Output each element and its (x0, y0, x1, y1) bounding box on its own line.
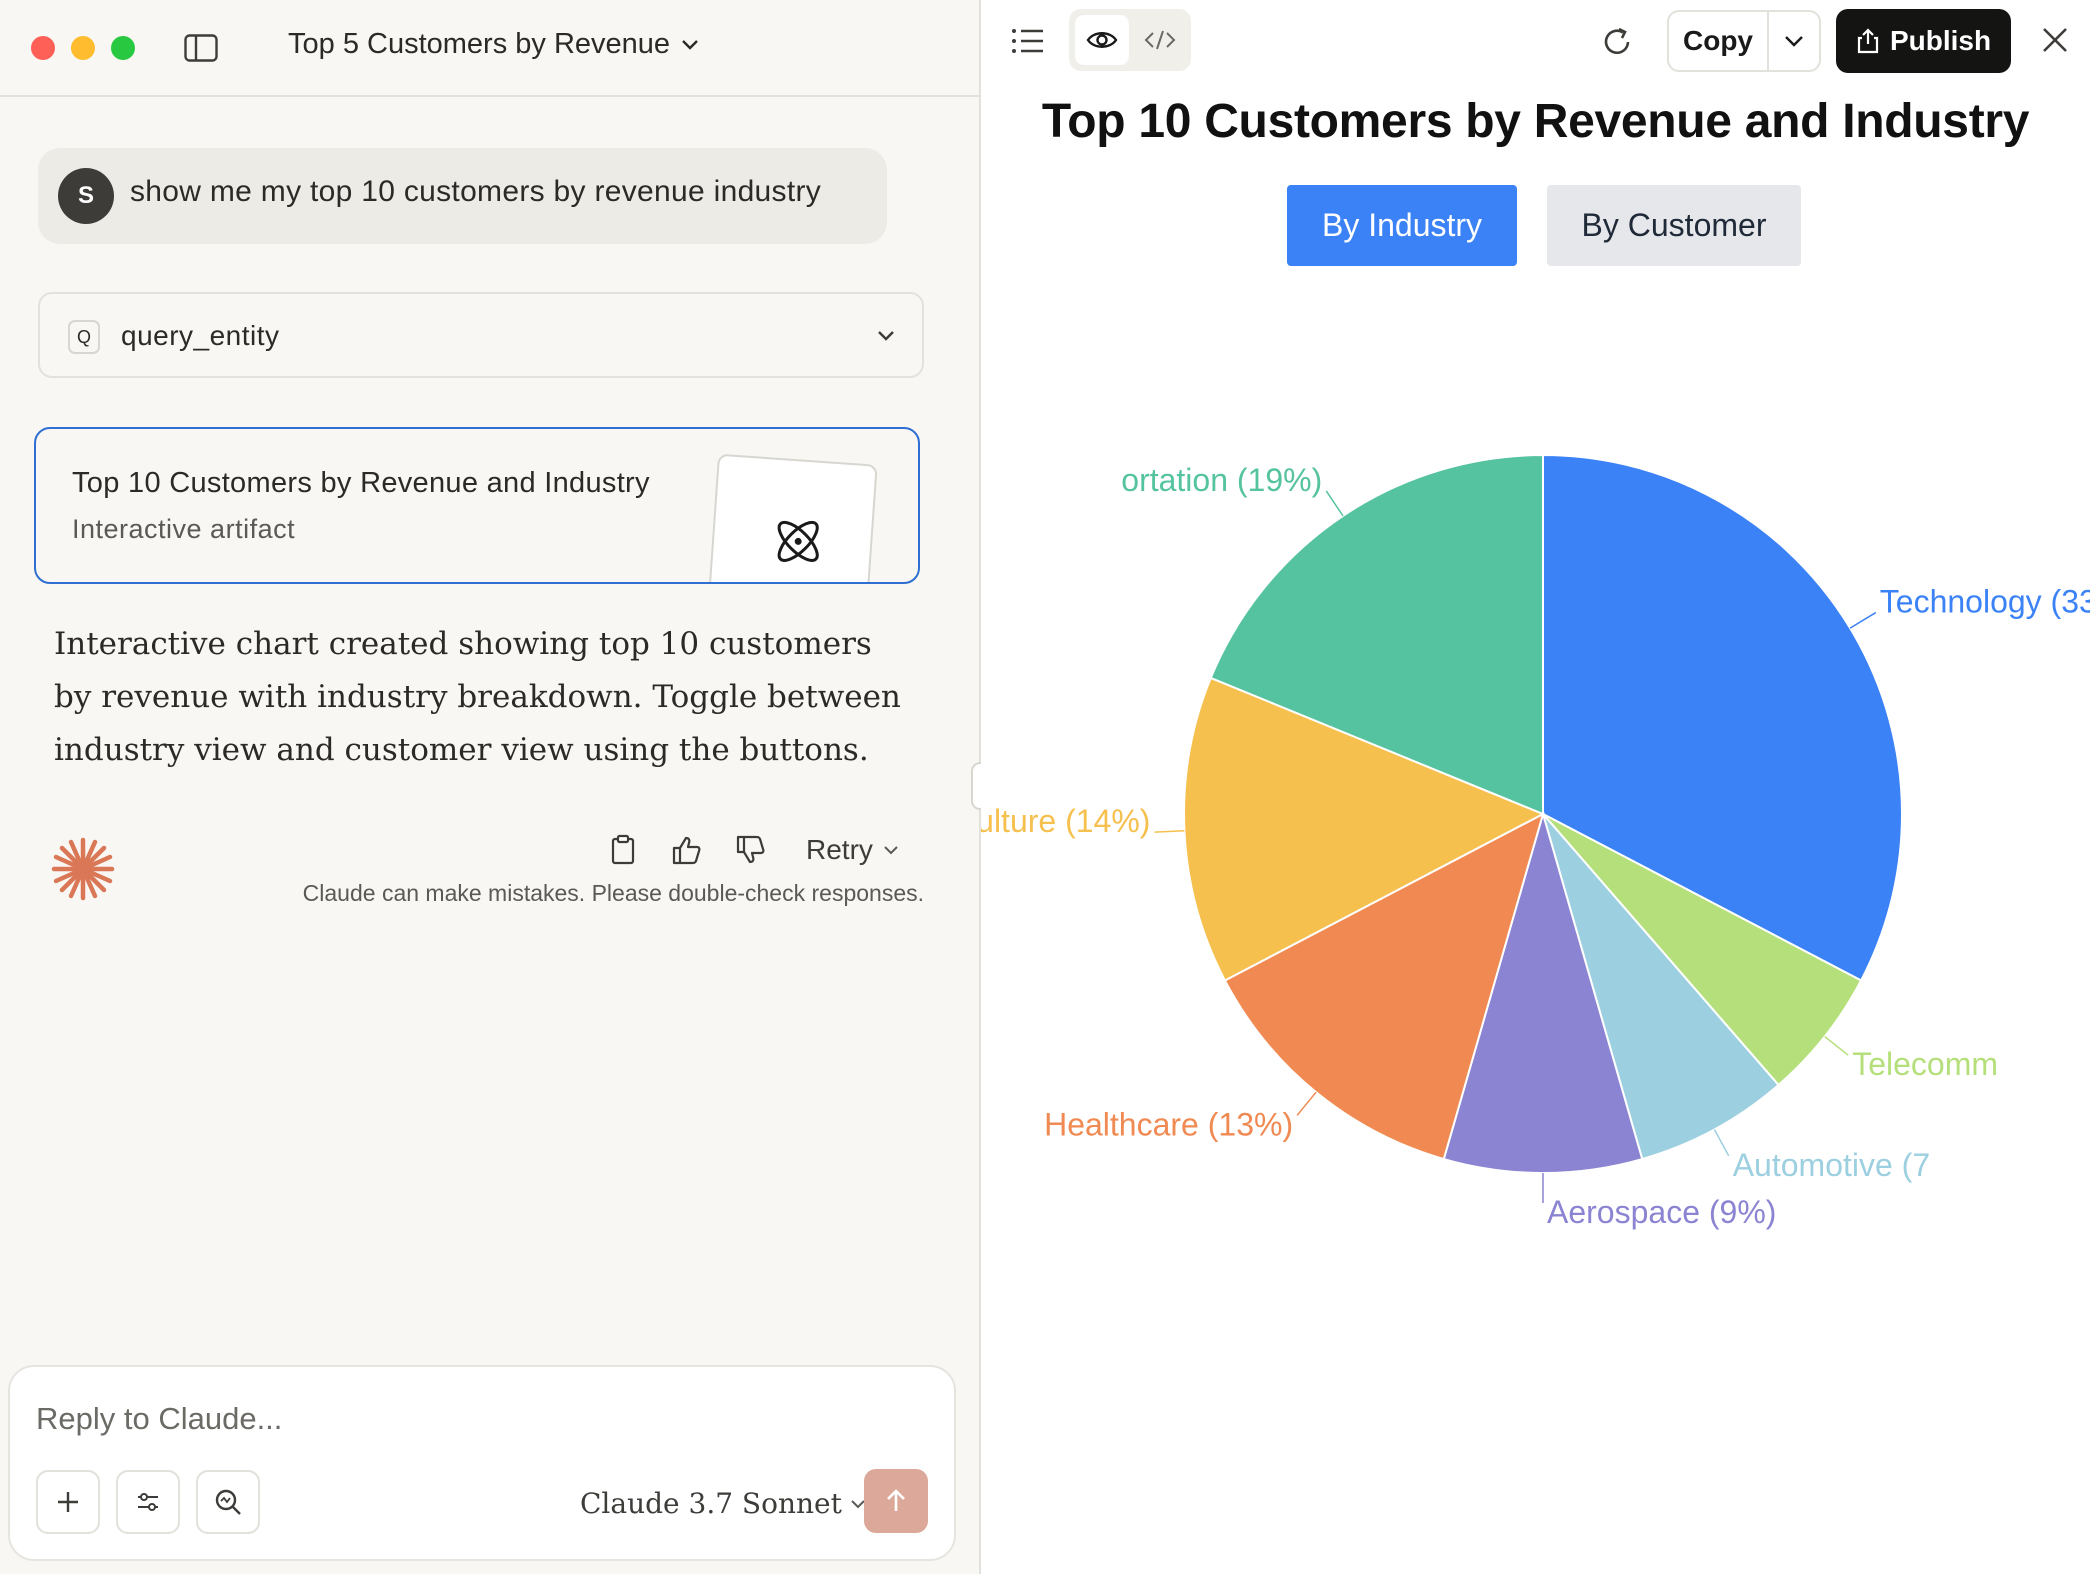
user-message: S show me my top 10 customers by revenue… (38, 148, 887, 244)
pie-leader-line (1713, 1129, 1730, 1157)
artifact-panel: Copy Publish Top 10 Customers by Revenue… (981, 0, 2090, 1574)
claude-logo-icon (51, 837, 115, 901)
chevron-down-icon (1785, 36, 1803, 47)
copy-button[interactable]: Copy (1669, 12, 1769, 70)
share-icon (1857, 28, 1879, 54)
user-message-text: show me my top 10 customers by revenue i… (130, 175, 822, 208)
pie-chart: Technology (33%) Telecomm Automotive (7 Aer… (981, 453, 2090, 1230)
minimize-window-button[interactable] (71, 36, 95, 60)
chat-panel: Top 5 Customers by Revenue S show me my … (0, 0, 979, 1574)
artifact-thumbnail (706, 453, 878, 582)
pie-label: ortation (19%) (1121, 462, 1322, 498)
close-icon[interactable] (2039, 24, 2071, 56)
send-button[interactable] (864, 1469, 928, 1533)
thumbs-up-icon[interactable] (670, 833, 704, 867)
research-button[interactable] (196, 1470, 260, 1534)
refresh-icon[interactable] (1599, 24, 1635, 60)
pie-slice[interactable] (1442, 810, 1644, 1174)
disclaimer: Claude can make mistakes. Please double-… (302, 880, 924, 906)
maximize-window-button[interactable] (111, 36, 135, 60)
pie-label: Telecomm (1852, 1046, 1998, 1082)
pie-slice[interactable] (1542, 813, 1863, 1087)
pie-label: Technology (33%) (1880, 584, 2090, 620)
titlebar: Top 5 Customers by Revenue (0, 0, 979, 97)
pie-slice[interactable] (1542, 813, 1780, 1161)
by-customer-button[interactable]: By Customer (1547, 185, 1801, 266)
artifact-subtitle: Interactive artifact (72, 514, 296, 544)
chevron-down-icon (878, 331, 894, 341)
add-button[interactable] (36, 1470, 100, 1534)
pie-slice[interactable] (1209, 453, 1544, 816)
pie-label: Aerospace (9%) (1547, 1194, 1776, 1230)
sidebar-toggle-icon[interactable] (184, 34, 218, 62)
pie-slice[interactable] (1542, 453, 1903, 982)
view-toggle (1069, 9, 1191, 71)
pie-label: Healthcare (13%) (1044, 1106, 1293, 1142)
pie-leader-line (1824, 1035, 1849, 1056)
model-selector[interactable]: Claude 3.7 Sonnet (580, 1487, 866, 1520)
pie-label: Automotive (7 (1733, 1147, 1930, 1183)
reply-input[interactable] (36, 1401, 636, 1437)
retry-label: Retry (806, 834, 873, 865)
plus-icon (58, 1492, 78, 1512)
settings-button[interactable] (116, 1470, 180, 1534)
publish-label: Publish (1889, 25, 1992, 56)
copy-options-button[interactable] (1769, 12, 1819, 70)
artifact-card[interactable]: Top 10 Customers by Revenue and Industry… (34, 427, 920, 584)
eye-icon (1086, 32, 1118, 48)
preview-button[interactable] (1075, 15, 1129, 65)
chevron-down-icon (884, 846, 898, 855)
close-window-button[interactable] (31, 36, 55, 60)
conversation-title: Top 5 Customers by Revenue (288, 28, 671, 60)
publish-button[interactable]: Publish (1836, 9, 2011, 73)
pie-leader-line (1296, 1091, 1317, 1116)
arrow-up-icon (887, 1489, 905, 1511)
model-name: Claude 3.7 Sonnet (580, 1487, 842, 1520)
pie-leader-line (1849, 611, 1877, 629)
avatar: S (58, 168, 114, 224)
thumbs-down-icon[interactable] (734, 833, 768, 867)
code-button[interactable] (1133, 15, 1187, 65)
clipboard-icon[interactable] (606, 833, 640, 867)
tool-name: query_entity (121, 320, 280, 351)
list-icon[interactable] (1011, 26, 1045, 56)
atom-icon (777, 520, 819, 562)
pie-leader-line (1154, 829, 1185, 833)
sliders-icon (138, 1493, 158, 1511)
by-industry-button[interactable]: By Industry (1287, 185, 1517, 266)
query-icon: Q (68, 320, 100, 354)
chevron-down-icon (851, 1499, 865, 1508)
retry-button[interactable]: Retry (806, 834, 899, 866)
copy-button-group: Copy (1667, 10, 1821, 72)
chart-title: Top 10 Customers by Revenue and Industry (1041, 95, 2030, 148)
pie-slice[interactable] (1223, 812, 1545, 1161)
pie-leader-line (1325, 490, 1344, 517)
tool-call-toggle[interactable]: Q query_entity (38, 292, 924, 378)
assistant-message: Interactive chart created showing top 10… (54, 626, 901, 768)
pie-slice[interactable] (1183, 676, 1546, 982)
artifact-title: Top 10 Customers by Revenue and Industry (72, 467, 650, 499)
composer: Claude 3.7 Sonnet (8, 1365, 956, 1561)
pie-label: griculture (14%) (981, 803, 1150, 839)
code-icon (1144, 30, 1176, 50)
chevron-down-icon (682, 39, 698, 50)
message-actions: Retry (606, 830, 899, 870)
conversation-title-dropdown[interactable]: Top 5 Customers by Revenue (288, 28, 700, 61)
search-icon (215, 1489, 241, 1515)
